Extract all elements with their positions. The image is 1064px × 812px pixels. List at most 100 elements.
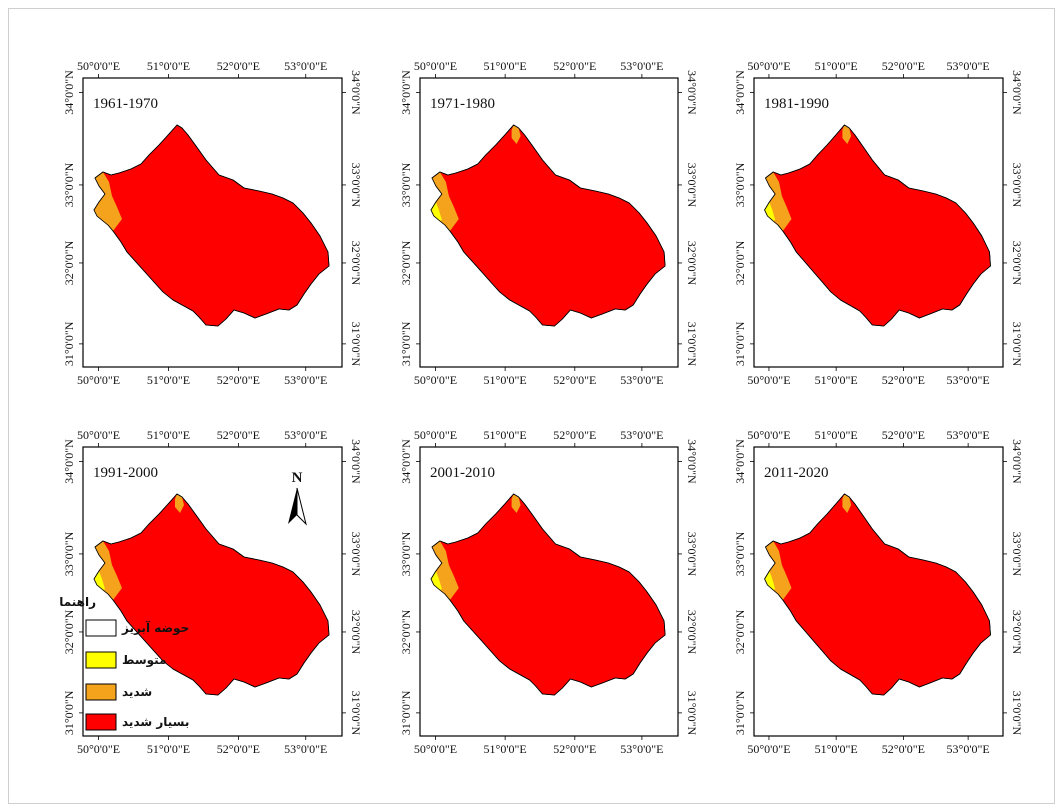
lat-label: 34°0'0"N: [1010, 439, 1024, 484]
lat-label: 33°0'0"N: [399, 531, 413, 576]
lat-label: 34°0'0"N: [62, 70, 76, 115]
lon-label: 50°0'0"E: [77, 59, 120, 73]
moderate-zone: [764, 202, 776, 221]
lat-label: 31°0'0"N: [733, 321, 747, 366]
lon-label: 53°0'0"E: [947, 59, 990, 73]
lon-label: 52°0'0"E: [882, 59, 925, 73]
legend-label: بسیار شدید: [122, 715, 189, 729]
lon-label: 52°0'0"E: [553, 59, 596, 73]
lon-label: 53°0'0"E: [284, 59, 327, 73]
legend-title: راهنما: [59, 595, 96, 609]
lat-label: 32°0'0"N: [685, 610, 699, 655]
period-label: 1981-1990: [764, 96, 829, 112]
period-label: 1971-1980: [430, 96, 495, 112]
lon-label: 50°0'0"E: [747, 59, 790, 73]
lon-label: 52°0'0"E: [553, 742, 596, 756]
lat-label: 33°0'0"N: [349, 532, 363, 577]
basin-outline: [93, 124, 330, 327]
lat-label: 31°0'0"N: [399, 690, 413, 735]
lat-label: 34°0'0"N: [62, 439, 76, 484]
lat-label: 31°0'0"N: [349, 322, 363, 367]
lat-label: 31°0'0"N: [685, 322, 699, 367]
lat-label: 33°0'0"N: [1010, 163, 1024, 208]
severe-north-patch: [842, 125, 852, 144]
severe-zone: [94, 172, 122, 231]
lon-label: 51°0'0"E: [815, 59, 858, 73]
map-panel: 2001-2010 50°0'0"E 50°0'0"E 51°0'0"E 51°0'0"…: [399, 428, 699, 756]
lon-label: 53°0'0"E: [284, 373, 327, 387]
lat-label: 34°0'0"N: [685, 439, 699, 484]
lat-label: 32°0'0"N: [685, 241, 699, 286]
lat-label: 34°0'0"N: [399, 439, 413, 484]
lon-label: 50°0'0"E: [414, 373, 457, 387]
map-panel: 1981-1990 50°0'0"E 50°0'0"E 51°0'0"E 51°0'0"…: [733, 59, 1024, 387]
map-panel: 2011-2020 50°0'0"E 50°0'0"E 51°0'0"E 51°0'0"…: [733, 428, 1024, 756]
basin-outline: [430, 493, 666, 696]
lon-label: 53°0'0"E: [947, 373, 990, 387]
lat-label: 33°0'0"N: [685, 163, 699, 208]
legend-label: شدید: [122, 685, 152, 699]
lat-label: 33°0'0"N: [685, 532, 699, 577]
lat-label: 34°0'0"N: [349, 439, 363, 484]
lon-label: 52°0'0"E: [882, 428, 925, 442]
lon-label: 52°0'0"E: [553, 373, 596, 387]
lat-label: 33°0'0"N: [733, 162, 747, 207]
lon-label: 53°0'0"E: [620, 373, 663, 387]
lat-label: 34°0'0"N: [733, 70, 747, 115]
lon-label: 53°0'0"E: [284, 428, 327, 442]
lat-label: 31°0'0"N: [733, 690, 747, 735]
lat-label: 33°0'0"N: [349, 163, 363, 208]
lon-label: 51°0'0"E: [815, 742, 858, 756]
lon-label: 51°0'0"E: [815, 373, 858, 387]
lat-label: 32°0'0"N: [399, 240, 413, 285]
severe-north-patch: [842, 494, 852, 513]
lon-label: 51°0'0"E: [484, 742, 527, 756]
lon-label: 52°0'0"E: [217, 742, 260, 756]
lat-label: 32°0'0"N: [733, 240, 747, 285]
legend-swatch: [85, 651, 117, 669]
lon-label: 50°0'0"E: [747, 428, 790, 442]
north-arrow-label: N: [292, 470, 303, 486]
lat-label: 33°0'0"N: [399, 162, 413, 207]
lon-label: 51°0'0"E: [147, 59, 190, 73]
legend-label: حوضه آبریز: [121, 620, 189, 636]
legend-swatch: [85, 683, 117, 701]
lon-label: 51°0'0"E: [484, 428, 527, 442]
lon-label: 52°0'0"E: [553, 428, 596, 442]
lat-label: 31°0'0"N: [62, 690, 76, 735]
figure-frame: [8, 8, 1055, 804]
severe-north-patch: [175, 494, 184, 513]
map-panel: 1991-2000 50°0'0"E 50°0'0"E 51°0'0"E 51°0'0"…: [62, 428, 363, 756]
legend-label: متوسط: [122, 653, 167, 668]
severe-north-patch: [511, 494, 521, 513]
lon-label: 53°0'0"E: [947, 428, 990, 442]
lon-label: 50°0'0"E: [747, 373, 790, 387]
map-panel: 1961-1970 50°0'0"E 50°0'0"E 51°0'0"E 51°0'0"…: [62, 59, 363, 387]
period-label: 1961-1970: [93, 96, 158, 112]
lat-label: 34°0'0"N: [685, 70, 699, 115]
lat-label: 32°0'0"N: [62, 240, 76, 285]
lat-label: 31°0'0"N: [349, 691, 363, 736]
lat-label: 32°0'0"N: [399, 609, 413, 654]
lon-label: 50°0'0"E: [414, 59, 457, 73]
lat-label: 34°0'0"N: [399, 70, 413, 115]
lat-label: 32°0'0"N: [349, 241, 363, 286]
lat-label: 33°0'0"N: [62, 531, 76, 576]
moderate-zone: [431, 202, 442, 221]
lat-label: 31°0'0"N: [399, 321, 413, 366]
moderate-zone: [94, 571, 105, 590]
lon-label: 50°0'0"E: [77, 428, 120, 442]
lon-label: 53°0'0"E: [284, 742, 327, 756]
lon-label: 51°0'0"E: [484, 373, 527, 387]
legend-swatch: [85, 713, 117, 731]
basin-outline: [93, 493, 330, 696]
lat-label: 34°0'0"N: [349, 70, 363, 115]
lon-label: 53°0'0"E: [620, 742, 663, 756]
lat-label: 32°0'0"N: [349, 610, 363, 655]
lat-label: 33°0'0"N: [62, 162, 76, 207]
lon-label: 53°0'0"E: [947, 742, 990, 756]
lon-label: 51°0'0"E: [147, 373, 190, 387]
moderate-zone: [764, 571, 776, 590]
lat-label: 31°0'0"N: [1010, 691, 1024, 736]
